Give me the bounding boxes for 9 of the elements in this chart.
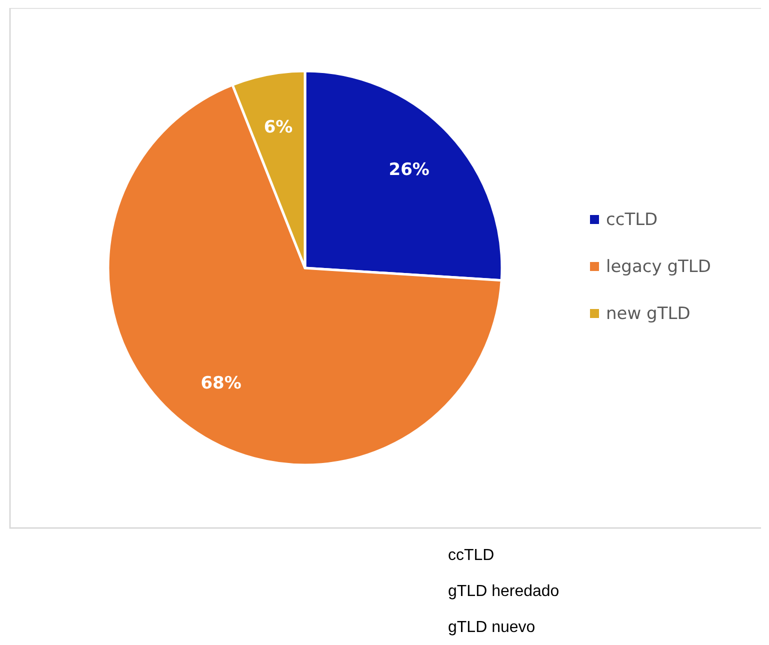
data-label: 68% [200, 374, 242, 394]
text: gTLD heredado [448, 583, 560, 600]
text: gTLD nuevo [448, 619, 536, 636]
legend-label: ccTLD [606, 210, 658, 230]
data-label: 26% [388, 160, 430, 180]
data-label: 6% [264, 118, 293, 138]
legend-label: new gTLD [606, 304, 690, 324]
text: ccTLD [448, 547, 494, 564]
legend-label: legacy gTLD [606, 257, 711, 277]
